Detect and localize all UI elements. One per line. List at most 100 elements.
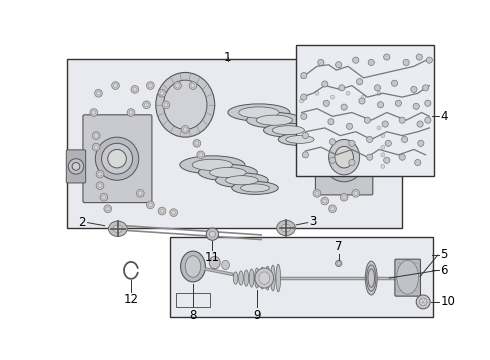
Circle shape [315, 91, 319, 95]
Circle shape [379, 132, 387, 139]
Circle shape [164, 103, 168, 107]
Ellipse shape [228, 104, 290, 121]
Circle shape [379, 163, 387, 170]
Circle shape [415, 159, 421, 166]
Bar [170, 237, 433, 316]
Circle shape [158, 207, 166, 215]
Circle shape [336, 260, 342, 266]
Circle shape [191, 84, 195, 87]
Circle shape [349, 159, 355, 166]
Ellipse shape [239, 271, 243, 285]
Circle shape [199, 153, 203, 157]
Circle shape [162, 101, 170, 109]
Circle shape [301, 72, 307, 78]
Circle shape [127, 109, 135, 116]
Circle shape [96, 182, 104, 189]
Circle shape [318, 59, 324, 66]
Circle shape [419, 298, 427, 306]
Ellipse shape [112, 222, 122, 233]
Circle shape [302, 132, 309, 139]
Circle shape [328, 119, 334, 125]
Circle shape [382, 121, 388, 127]
FancyBboxPatch shape [83, 115, 152, 203]
Circle shape [197, 151, 205, 159]
Ellipse shape [239, 107, 279, 118]
Circle shape [323, 100, 329, 106]
Ellipse shape [113, 225, 122, 233]
Ellipse shape [108, 221, 127, 237]
Circle shape [418, 140, 424, 147]
Ellipse shape [108, 149, 126, 168]
Circle shape [131, 86, 139, 93]
Ellipse shape [181, 251, 205, 282]
Circle shape [364, 116, 371, 124]
Circle shape [360, 93, 368, 101]
Circle shape [143, 101, 150, 109]
Ellipse shape [265, 266, 270, 290]
Circle shape [329, 93, 336, 101]
Circle shape [403, 59, 409, 66]
Circle shape [381, 165, 385, 168]
Ellipse shape [259, 272, 270, 284]
Circle shape [147, 201, 154, 209]
Ellipse shape [365, 261, 377, 295]
Ellipse shape [241, 184, 270, 192]
Ellipse shape [246, 112, 302, 128]
Circle shape [92, 132, 100, 139]
Ellipse shape [368, 269, 374, 287]
Ellipse shape [185, 256, 201, 277]
Circle shape [337, 262, 340, 265]
Text: 2: 2 [78, 216, 86, 229]
Ellipse shape [397, 260, 418, 294]
Circle shape [321, 197, 329, 205]
Circle shape [181, 126, 189, 133]
Circle shape [379, 143, 387, 151]
Text: 11: 11 [205, 251, 220, 264]
Circle shape [129, 111, 133, 114]
Ellipse shape [244, 270, 248, 286]
Circle shape [94, 134, 98, 138]
Ellipse shape [225, 176, 258, 185]
Circle shape [158, 89, 166, 97]
Text: 3: 3 [309, 215, 317, 228]
Ellipse shape [335, 147, 353, 168]
Circle shape [112, 82, 120, 89]
Circle shape [344, 89, 352, 97]
Ellipse shape [232, 181, 278, 194]
Circle shape [411, 86, 417, 93]
Ellipse shape [164, 80, 207, 130]
Ellipse shape [322, 132, 366, 182]
Circle shape [395, 100, 401, 106]
Circle shape [114, 84, 118, 87]
Ellipse shape [367, 265, 376, 291]
Circle shape [193, 139, 201, 147]
Circle shape [148, 84, 152, 87]
Circle shape [301, 94, 307, 100]
Ellipse shape [221, 260, 229, 270]
Circle shape [301, 113, 307, 120]
Ellipse shape [115, 226, 120, 230]
Ellipse shape [68, 159, 84, 174]
Circle shape [160, 91, 164, 95]
Circle shape [366, 118, 369, 122]
Bar [176, 293, 210, 307]
Circle shape [173, 82, 181, 89]
Circle shape [367, 154, 373, 160]
Ellipse shape [260, 267, 265, 289]
Ellipse shape [198, 165, 257, 181]
Circle shape [297, 97, 305, 105]
Circle shape [401, 136, 408, 143]
Text: 6: 6 [440, 264, 448, 277]
Circle shape [94, 145, 98, 149]
Ellipse shape [255, 268, 259, 288]
Circle shape [302, 152, 309, 158]
Circle shape [206, 228, 219, 240]
Circle shape [357, 78, 363, 85]
Circle shape [321, 81, 328, 87]
Circle shape [381, 145, 385, 149]
Ellipse shape [192, 159, 233, 171]
Circle shape [346, 91, 350, 95]
Ellipse shape [264, 123, 313, 137]
Circle shape [100, 193, 108, 201]
Circle shape [195, 141, 199, 145]
